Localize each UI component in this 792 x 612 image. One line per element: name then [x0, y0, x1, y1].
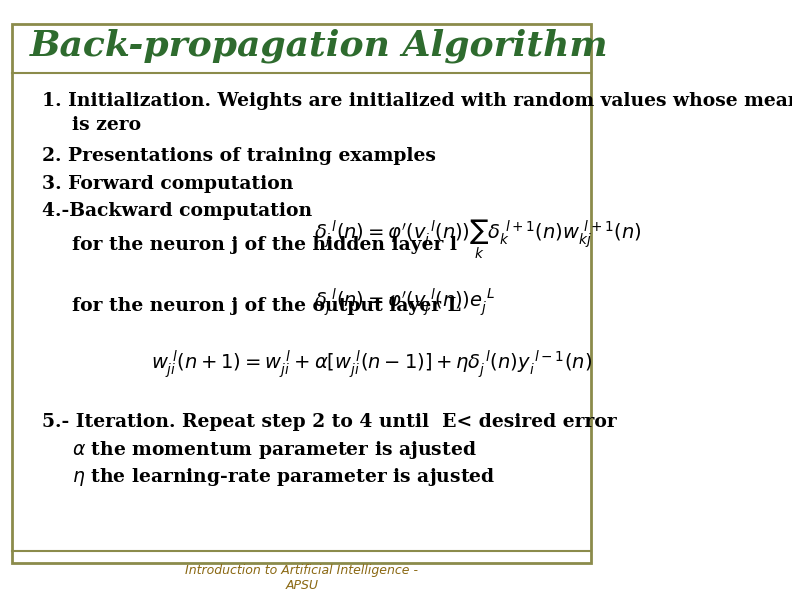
Text: 3. Forward computation: 3. Forward computation — [42, 174, 294, 193]
Text: for the neuron j of the output layer L: for the neuron j of the output layer L — [72, 297, 461, 315]
Text: 2. Presentations of training examples: 2. Presentations of training examples — [42, 147, 436, 165]
Text: Back-propagation Algorithm: Back-propagation Algorithm — [30, 29, 609, 63]
Text: for the neuron j of the hidden layer l: for the neuron j of the hidden layer l — [72, 236, 458, 254]
Text: 1. Initialization. Weights are initialized with random values whose mean: 1. Initialization. Weights are initializ… — [42, 92, 792, 110]
Text: is zero: is zero — [72, 116, 142, 135]
Text: $\delta_j^{\ l}(n) = \varphi'(v_j^{\ l}(n))\sum_k \delta_k^{\ l+1}(n)w_{kj}^{\ l: $\delta_j^{\ l}(n) = \varphi'(v_j^{\ l}(… — [314, 218, 642, 261]
Text: 4.-Backward computation: 4.-Backward computation — [42, 202, 312, 220]
Text: 5.- Iteration. Repeat step 2 to 4 until  E< desired error: 5.- Iteration. Repeat step 2 to 4 until … — [42, 413, 617, 431]
Text: Introduction to Artificial Intelligence -
APSU: Introduction to Artificial Intelligence … — [185, 564, 418, 592]
Text: $\delta_j^{\ l}(n) = \varphi'(v_j^{\ l}(n))e_j^{\ L}$: $\delta_j^{\ l}(n) = \varphi'(v_j^{\ l}(… — [314, 286, 496, 318]
Text: $\alpha$ the momentum parameter is ajusted: $\alpha$ the momentum parameter is ajust… — [72, 439, 477, 461]
Text: $\eta$ the learning-rate parameter is ajusted: $\eta$ the learning-rate parameter is aj… — [72, 466, 496, 488]
Text: $w_{ji}^{\ l}(n+1) = w_{ji}^{\ l} + \alpha[w_{ji}^{\ l}(n-1)] + \eta\delta_j^{\ : $w_{ji}^{\ l}(n+1) = w_{ji}^{\ l} + \alp… — [150, 348, 592, 380]
